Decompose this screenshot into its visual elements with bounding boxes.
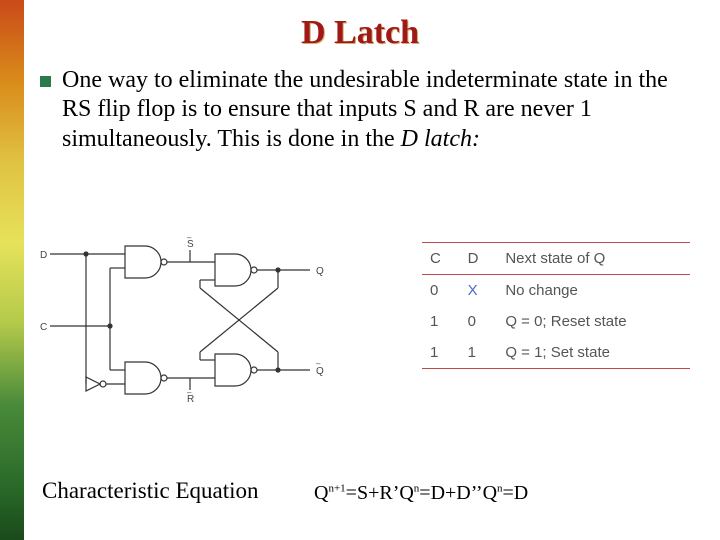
table-header-row: C D Next state of Q [422, 243, 690, 275]
body-paragraph: One way to eliminate the undesirable ind… [62, 66, 692, 154]
truth-table: C D Next state of Q 0 X No change 1 0 Q … [422, 242, 690, 369]
label-r-bar-over: – [187, 388, 192, 397]
decorative-gradient-strip [0, 0, 24, 540]
cell: 1 [460, 337, 498, 369]
eq-p3: =D+D’’Q [419, 482, 497, 504]
label-q: Q [316, 266, 324, 277]
cell: 1 [422, 306, 460, 337]
cell: 1 [422, 337, 460, 369]
circuit-diagram: D C S – R – Q Q – [40, 234, 335, 424]
table-row: 0 X No change [422, 275, 690, 307]
eq-p1: Q [314, 482, 328, 504]
eq-p2: =S+R’Q [346, 482, 414, 504]
label-c: C [40, 322, 47, 333]
body-text-italic: D latch: [401, 126, 480, 152]
cell: X [460, 275, 498, 307]
cell: No change [497, 275, 690, 307]
bullet-square [40, 76, 51, 87]
eq-sup1: n+1 [328, 482, 345, 494]
page-title: D Latch [0, 14, 720, 52]
label-d: D [40, 250, 47, 261]
body-text-main: One way to eliminate the undesirable ind… [62, 67, 668, 152]
col-next: Next state of Q [497, 243, 690, 275]
col-c: C [422, 243, 460, 275]
label-s-bar-over: – [187, 234, 192, 242]
characteristic-equation-label: Characteristic Equation [42, 478, 259, 504]
label-q-bar-over: – [316, 359, 321, 368]
eq-p4: =D [503, 482, 529, 504]
cell: 0 [460, 306, 498, 337]
table-row: 1 0 Q = 0; Reset state [422, 306, 690, 337]
cell: Q = 1; Set state [497, 337, 690, 369]
cell: 0 [422, 275, 460, 307]
cell: Q = 0; Reset state [497, 306, 690, 337]
table-row: 1 1 Q = 1; Set state [422, 337, 690, 369]
characteristic-equation: Qn+1=S+R’Qn=D+D’’Qn=D [314, 482, 528, 505]
col-d: D [460, 243, 498, 275]
